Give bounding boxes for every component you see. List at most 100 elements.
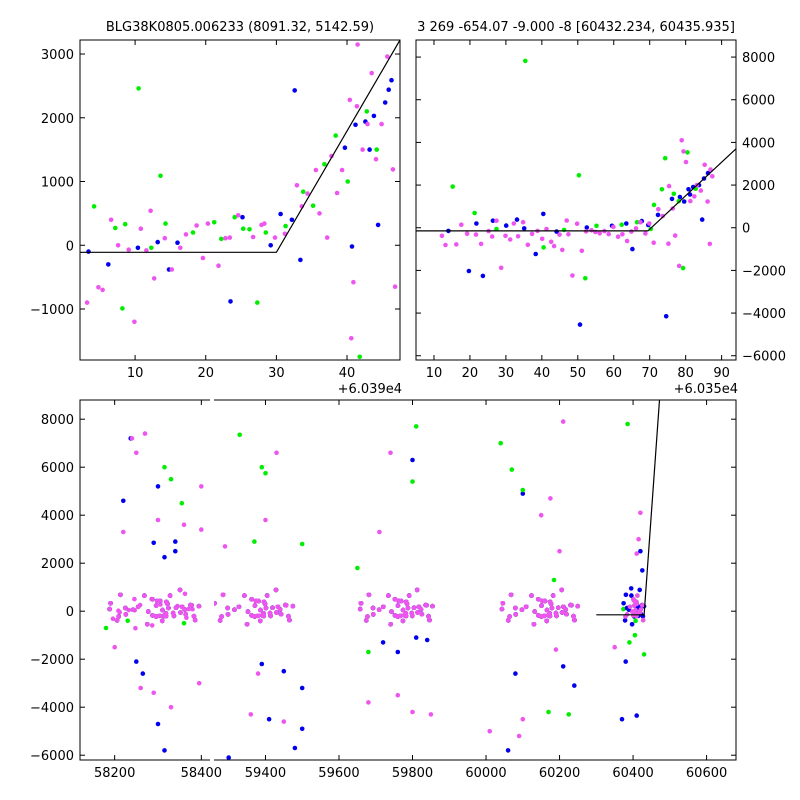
scatter-point xyxy=(142,593,147,598)
scatter-point xyxy=(376,607,382,612)
scatter-point xyxy=(145,622,150,627)
scatter-point xyxy=(643,231,648,236)
scatter-point xyxy=(388,622,394,627)
scatter-point xyxy=(355,42,360,47)
y-tick-label: 2000 xyxy=(41,112,74,127)
scatter-point xyxy=(627,640,632,645)
scatter-point xyxy=(190,606,195,612)
scatter-point xyxy=(370,605,376,611)
scatter-point xyxy=(577,322,583,327)
model-line xyxy=(596,400,661,616)
scatter-point xyxy=(523,58,528,64)
x-tick-label: 40 xyxy=(339,366,356,381)
scatter-point xyxy=(349,336,354,341)
scatter-point xyxy=(708,167,713,172)
scatter-point xyxy=(294,183,300,188)
scatter-point xyxy=(629,229,634,234)
scatter-point xyxy=(550,593,556,598)
scatter-point xyxy=(114,618,120,623)
scatter-point xyxy=(559,587,564,593)
scatter-point xyxy=(548,239,554,245)
scatter-point xyxy=(388,450,393,456)
scatter-point xyxy=(494,218,499,223)
scatter-point xyxy=(395,603,401,608)
chart-title: BLG38K0805.006233 (8091.32, 5142.59) xyxy=(106,20,374,35)
scatter-point xyxy=(371,612,376,617)
scatter-point xyxy=(520,491,526,496)
x-tick-label: 60200 xyxy=(539,766,580,781)
model-line xyxy=(80,40,400,253)
scatter-point xyxy=(681,199,687,204)
scatter-point xyxy=(226,755,231,760)
scatter-point xyxy=(365,121,370,127)
scatter-point xyxy=(199,527,204,532)
scatter-point xyxy=(273,587,279,593)
scatter-point xyxy=(428,712,434,717)
scatter-point xyxy=(132,319,137,325)
scatter-point xyxy=(634,713,639,718)
scatter-point xyxy=(140,671,146,676)
scatter-point xyxy=(91,204,97,209)
chart-panel-3: 58200 58400 59400 59600 59800 60000 60200 60400… xyxy=(30,397,737,781)
scatter-point xyxy=(123,612,129,617)
scatter-point xyxy=(622,618,628,623)
scatter-point xyxy=(506,618,511,623)
scatter-point xyxy=(705,199,710,204)
scatter-point xyxy=(354,104,360,109)
scatter-point xyxy=(513,605,518,611)
scatter-point xyxy=(106,262,111,267)
y-tick-label: −4000 xyxy=(30,701,74,716)
scatter-point xyxy=(237,432,242,438)
scatter-point xyxy=(244,622,250,627)
scatter-point xyxy=(262,221,267,226)
scatter-point xyxy=(186,606,191,612)
scatter-point xyxy=(523,604,529,610)
scatter-point xyxy=(579,248,585,254)
scatter-point xyxy=(640,617,646,623)
scatter-point xyxy=(699,217,705,222)
scatter-point xyxy=(710,174,715,179)
scatter-point xyxy=(364,109,370,114)
scatter-point xyxy=(108,601,113,606)
scatter-point xyxy=(663,314,669,319)
y-tick-label: −6000 xyxy=(742,350,786,365)
scatter-point xyxy=(181,522,187,528)
scatter-point xyxy=(116,608,121,613)
scatter-point xyxy=(182,607,187,612)
x-tick-label: 59800 xyxy=(392,766,433,781)
scatter-point xyxy=(612,644,617,650)
scatter-point xyxy=(375,222,381,228)
scatter-point xyxy=(541,211,546,217)
scatter-point xyxy=(584,225,590,230)
scatter-point xyxy=(633,226,639,231)
scatter-point xyxy=(366,592,372,598)
scatter-point xyxy=(459,222,464,227)
scatter-point xyxy=(259,464,265,470)
scatter-point xyxy=(389,77,394,83)
scatter-point xyxy=(258,607,263,613)
scatter-point xyxy=(556,605,561,610)
scatter-point xyxy=(406,593,412,598)
scatter-point xyxy=(126,607,131,613)
scatter-point xyxy=(299,685,305,691)
scatter-point xyxy=(351,279,356,285)
scatter-point xyxy=(515,234,521,239)
x-tick-label: 10 xyxy=(426,366,443,381)
scatter-point xyxy=(254,300,260,305)
scatter-point xyxy=(395,649,401,655)
scatter-point xyxy=(546,709,551,715)
scatter-point xyxy=(386,87,392,92)
scatter-point xyxy=(267,610,273,616)
scatter-point xyxy=(173,605,179,610)
y-tick-label: 0 xyxy=(742,222,750,237)
scatter-point xyxy=(638,510,643,516)
scatter-point xyxy=(500,601,506,606)
x-tick-label: 59400 xyxy=(245,766,286,781)
scatter-point xyxy=(258,618,263,624)
scatter-point xyxy=(183,611,188,617)
scatter-point xyxy=(542,598,548,604)
scatter-point xyxy=(532,609,537,614)
scatter-point xyxy=(539,614,544,619)
scatter-point xyxy=(371,113,377,119)
scatter-point xyxy=(685,150,690,155)
